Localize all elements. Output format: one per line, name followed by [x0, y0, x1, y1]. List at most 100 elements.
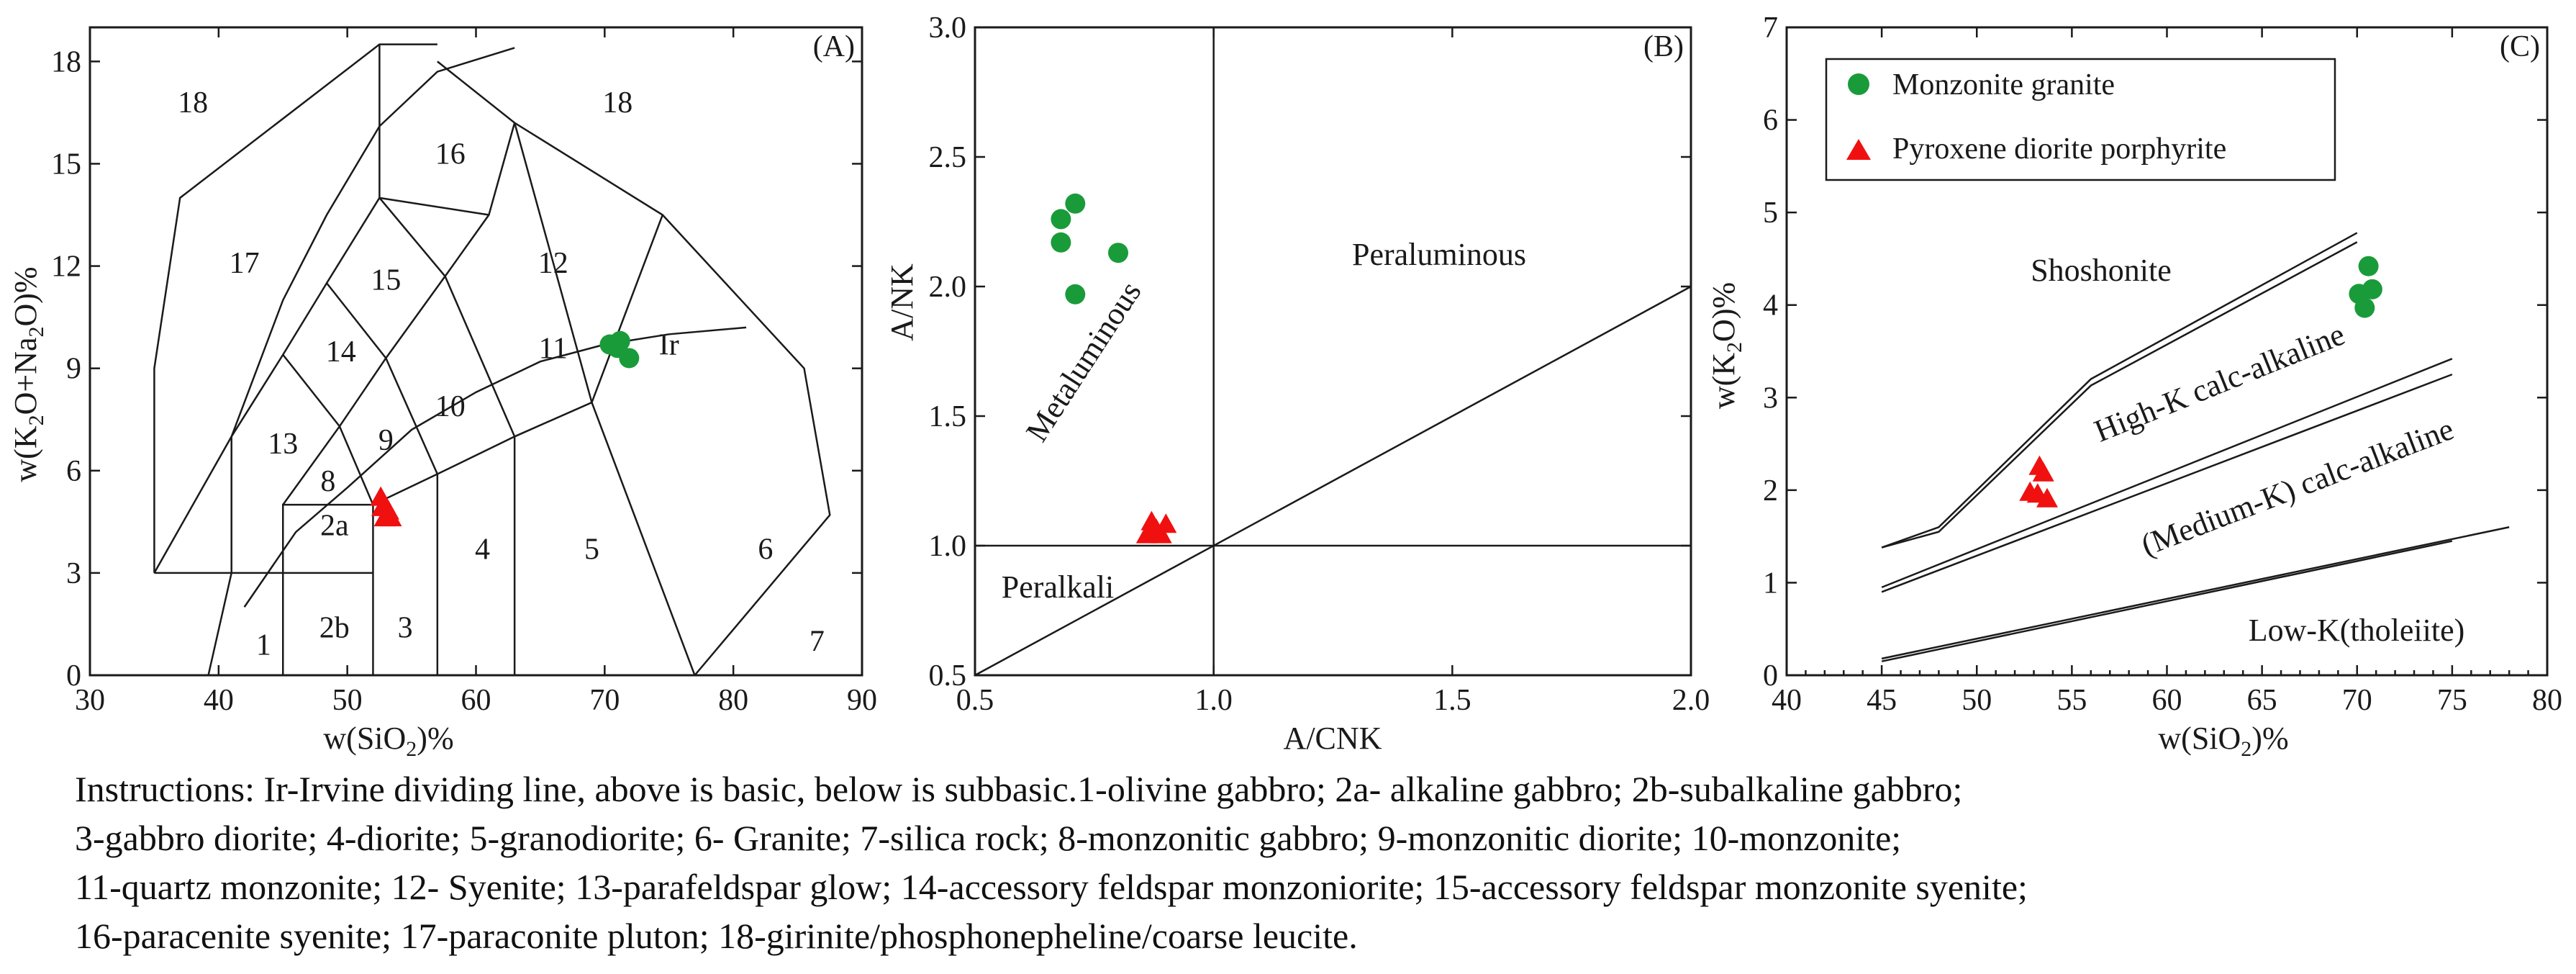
tas-field-label: 2b — [319, 612, 350, 645]
x-tick-label: 1.0 — [1194, 684, 1233, 717]
tas-field-label: 13 — [268, 428, 298, 461]
panel-b-x-axis-label: A/CNK — [1284, 721, 1382, 756]
tas-field-label: 6 — [758, 533, 773, 567]
granite-point — [1051, 209, 1071, 230]
tas-field-label: 18 — [178, 86, 208, 120]
tas-field-boundary — [379, 197, 489, 216]
panel-c-label: (C) — [2500, 30, 2540, 63]
y-tick-label: 12 — [51, 251, 81, 284]
figure-caption: Instructions: Ir-Irvine dividing line, a… — [75, 765, 2550, 960]
panel-a-axis-ticks — [89, 27, 863, 677]
tas-field-label: 17 — [230, 247, 260, 280]
tas-field-label: 2a — [320, 510, 349, 543]
region-label-peralkali: Peralkali — [1002, 569, 1114, 605]
tas-field-label: 10 — [435, 390, 466, 423]
legend-label-granite: Monzonite granite — [1892, 68, 2115, 102]
x-tick-label: 45 — [1867, 684, 1897, 717]
panel-c-x-axis-label: w(SiO2)% — [2158, 721, 2288, 761]
tas-field-label: 15 — [371, 264, 401, 297]
y-tick-label: 5 — [1763, 197, 1778, 230]
y-tick-label: 3.0 — [929, 12, 967, 45]
x-tick-label: 55 — [2056, 684, 2087, 717]
series-boundary-line — [1881, 241, 2358, 549]
y-tick-label: 6 — [1763, 104, 1778, 137]
y-tick-label: 2 — [1763, 474, 1778, 508]
region-label-peraluminous: Peraluminous — [1352, 237, 1526, 272]
panel-c-y-axis-label: w(K2O)% — [1706, 282, 1746, 409]
panel-b-acnk-ank-diagram: 0.5 1.0 1.5 2.0 0.5 1.0 1.5 2.0 2.5 3.0 Peralumin… — [884, 12, 1710, 756]
tas-field-label: 5 — [584, 533, 599, 567]
panel-b-data-points — [1051, 193, 1177, 544]
tas-field-label: Ir — [659, 329, 679, 362]
y-tick-label: 3 — [1763, 382, 1778, 415]
panel-a-frame — [89, 26, 863, 677]
panel-b-dividing-lines — [974, 27, 1692, 677]
x-tick-label: 40 — [1772, 684, 1802, 717]
tas-field-label: 4 — [475, 533, 490, 567]
granite-point — [2354, 297, 2375, 318]
panel-b-tick-labels: 0.5 1.0 1.5 2.0 0.5 1.0 1.5 2.0 2.5 3.0 — [929, 12, 1710, 717]
panel-b-y-axis-label: A/NK — [884, 263, 920, 341]
tas-field-label: 3 — [398, 612, 413, 645]
panel-b-axis-ticks — [974, 26, 1692, 677]
granite-point — [1065, 284, 1086, 305]
panel-b-label: (B) — [1643, 30, 1684, 63]
diorite-point — [2026, 483, 2049, 503]
legend-label-diorite: Pyroxene diorite porphyrite — [1892, 132, 2226, 166]
x-tick-label: 50 — [1962, 684, 1992, 717]
granite-point — [1051, 232, 1071, 253]
series-boundary-line — [1881, 232, 2358, 549]
tas-field-boundary — [437, 60, 831, 676]
panel-a-field-labels: 1 2a 2b 3 4 5 6 7 8 9 10 11 12 13 14 15 16 17 18 18 Ir — [178, 86, 825, 662]
diorite-point — [1135, 523, 1158, 544]
x-tick-label: 50 — [332, 684, 363, 717]
series-boundary-line — [1881, 526, 2510, 660]
x-tick-label: 30 — [75, 684, 105, 717]
x-tick-label: 90 — [847, 684, 877, 717]
y-tick-label: 2.5 — [929, 141, 967, 174]
granite-point — [607, 338, 628, 359]
x-tick-label: 2.0 — [1672, 684, 1710, 717]
series-boundary-line — [1881, 540, 2453, 662]
y-tick-label: 7 — [1763, 12, 1778, 45]
panel-a-label: (A) — [813, 30, 855, 63]
x-tick-label: 1.5 — [1433, 684, 1471, 717]
tas-field-boundary — [153, 43, 437, 573]
y-tick-label: 15 — [51, 148, 81, 181]
x-tick-label: 75 — [2437, 684, 2467, 717]
caption-line: 16-paracenite syenite; 17-paraconite plu… — [75, 916, 1358, 956]
granite-point — [1065, 193, 1086, 214]
diorite-point — [380, 507, 402, 527]
x-tick-label: 40 — [204, 684, 234, 717]
series-boundary-line — [1881, 358, 2453, 589]
y-tick-label: 0 — [66, 659, 81, 693]
y-tick-label: 1 — [1763, 567, 1778, 600]
y-tick-label: 4 — [1763, 289, 1778, 323]
x-tick-label: 70 — [589, 684, 620, 717]
diorite-point — [370, 486, 392, 506]
tas-field-boundary — [325, 197, 381, 284]
x-tick-label: 70 — [2342, 684, 2372, 717]
granite-point — [2362, 279, 2382, 299]
tas-field-label: 18 — [602, 86, 632, 120]
y-tick-label: 0 — [1763, 659, 1778, 693]
tas-field-boundary — [230, 353, 374, 505]
granite-point — [2358, 256, 2379, 276]
panel-c-axis-ticks — [1785, 26, 2549, 677]
caption-line: 11-quartz monzonite; 12- Syenite; 13-par… — [75, 867, 2028, 907]
tas-field-boundary — [378, 197, 516, 437]
x-tick-label: 60 — [2152, 684, 2182, 717]
y-tick-label: 0.5 — [929, 659, 967, 693]
tas-field-label: 11 — [539, 332, 568, 365]
legend-marker-diorite — [1846, 139, 1871, 160]
y-tick-label: 1.5 — [929, 400, 967, 433]
x-tick-label: 65 — [2247, 684, 2277, 717]
tas-field-label: 16 — [435, 137, 466, 171]
tas-field-boundary — [513, 122, 593, 403]
tas-field-boundary — [282, 122, 516, 505]
y-tick-label: 18 — [51, 45, 81, 78]
